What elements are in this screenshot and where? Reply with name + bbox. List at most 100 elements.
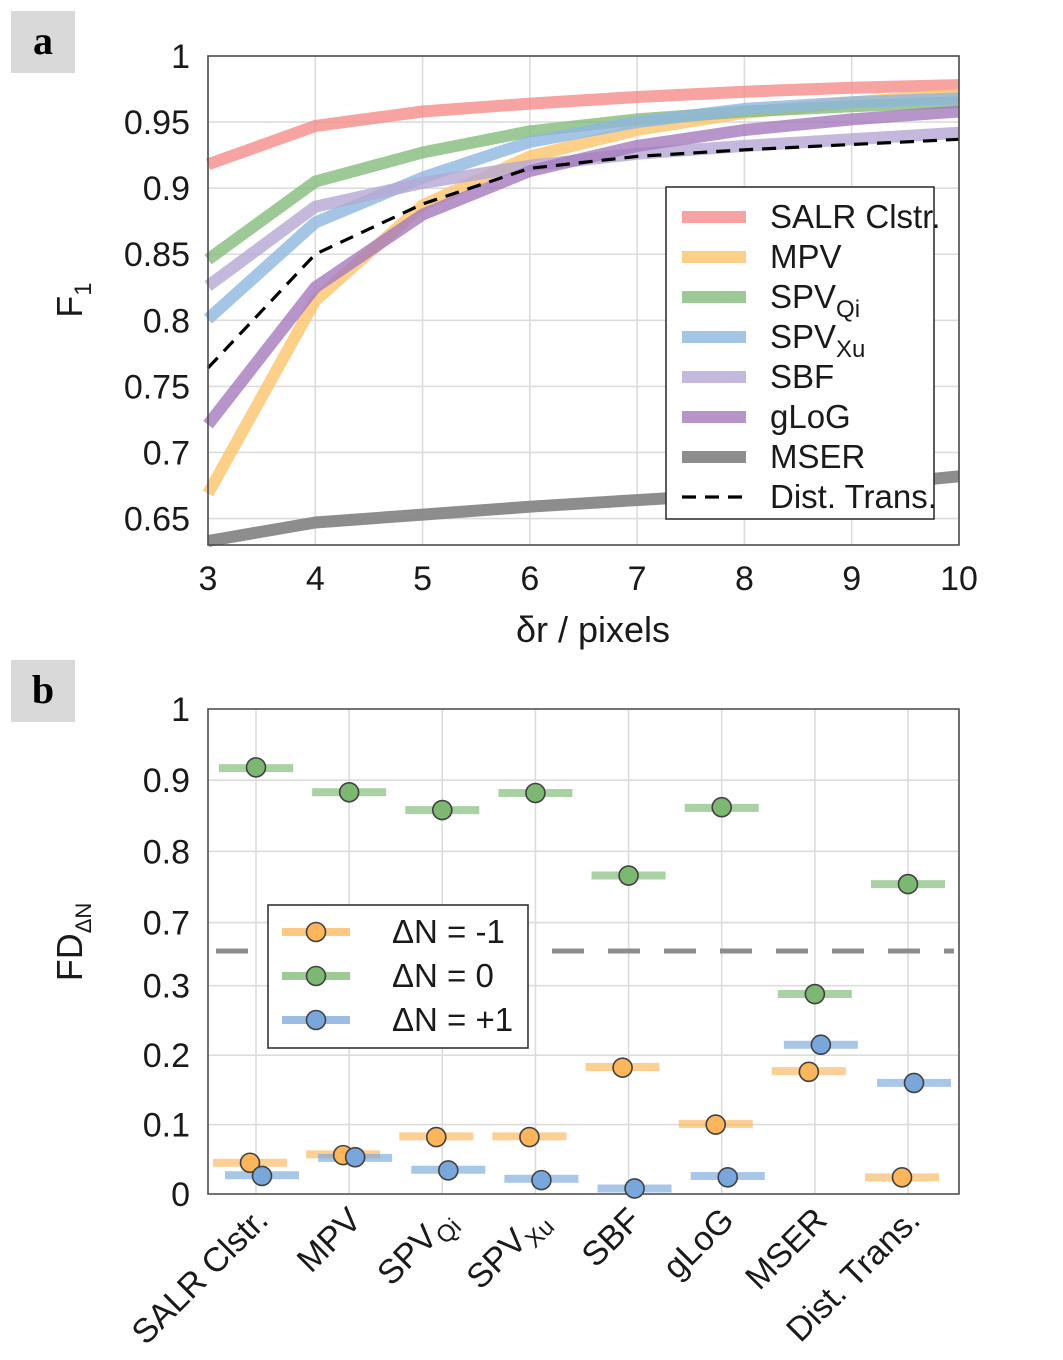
series-line-dist bbox=[206, 137, 960, 369]
panel-a: a 0.65 0.7 0.75 0.8 0.85 0.9 0.95 1 3 4 5 6 7 8 9 10 δ… bbox=[11, 11, 978, 650]
b-ytick-label: 0.7 bbox=[143, 905, 190, 943]
panel-a-x-axis-label: δr / pixels bbox=[516, 609, 670, 650]
point-plus bbox=[903, 1072, 925, 1094]
b-xtick-label: gLoG bbox=[656, 1201, 742, 1287]
point-zero bbox=[897, 873, 919, 895]
point-zero bbox=[804, 983, 826, 1005]
panel-a-lines bbox=[202, 79, 960, 547]
b-ytick-label: 0.9 bbox=[143, 762, 190, 800]
point-minus bbox=[612, 1057, 633, 1078]
point-minus bbox=[891, 1167, 913, 1188]
point-zero bbox=[431, 799, 453, 821]
b-xtick-label: SPVQi bbox=[370, 1201, 467, 1298]
b-xtick-label: SALR Clstr. bbox=[125, 1201, 276, 1352]
a-ytick-label: 0.75 bbox=[124, 368, 190, 406]
legend-b-label-minus: ΔN = -1 bbox=[392, 913, 505, 950]
a-xtick-label: 4 bbox=[306, 560, 325, 598]
a-xtick-label: 3 bbox=[199, 560, 218, 598]
point-minus bbox=[239, 1152, 261, 1174]
point-plus bbox=[437, 1160, 459, 1181]
legend-b-marker-zero bbox=[305, 965, 327, 987]
a-ytick-label: 0.7 bbox=[143, 434, 190, 472]
legend-a-label-dist-main: Dist. Trans. bbox=[770, 478, 937, 515]
b-xtick-label-main: gLoG bbox=[656, 1201, 742, 1287]
b-xtick-label-main: SALR Clstr. bbox=[125, 1201, 276, 1352]
a-xtick-label: 9 bbox=[842, 560, 861, 598]
legend-a-label-spv_xu-sub: Xu bbox=[836, 336, 865, 363]
legend-a-label-salr-main: SALR Clstr. bbox=[770, 198, 941, 235]
a-ytick-label: 0.95 bbox=[124, 104, 190, 142]
panel-a-legend: SALR Clstr.MPV SPVQiSPVXuSBFgLoGMSERDist.… bbox=[665, 186, 941, 520]
point-plus bbox=[624, 1178, 645, 1199]
series-line-salr bbox=[205, 79, 960, 171]
b-ytick-label: 0.8 bbox=[143, 833, 190, 871]
legend-a-label-salr: SALR Clstr. bbox=[770, 198, 941, 235]
a-xtick-label: 7 bbox=[628, 560, 647, 598]
panel-b-upper-frame bbox=[207, 708, 960, 951]
legend-a-label-spv_qi-sub: Qi bbox=[836, 296, 860, 323]
a-xtick-label: 5 bbox=[413, 560, 432, 598]
legend-b-marker-plus bbox=[305, 1009, 327, 1031]
series-line-spv_xu bbox=[203, 92, 960, 324]
panel-a-x-ticks: 3 4 5 6 7 8 9 10 bbox=[199, 560, 978, 598]
legend-a-label-spv_xu-main: SPV bbox=[770, 318, 836, 355]
b-xtick-label-main: MPV bbox=[290, 1201, 369, 1280]
point-minus bbox=[519, 1126, 540, 1148]
legend-b-label-plus: ΔN = +1 bbox=[392, 1001, 513, 1038]
panel-b-y-axis-label: FDΔN bbox=[49, 903, 96, 982]
point-plus bbox=[344, 1146, 366, 1168]
a-ytick-label: 0.8 bbox=[143, 302, 190, 340]
b-xtick-label: MPV bbox=[290, 1201, 369, 1280]
point-zero bbox=[245, 757, 267, 778]
b-xtick-label: SPVXu bbox=[459, 1201, 560, 1302]
point-plus bbox=[251, 1165, 273, 1187]
point-plus bbox=[810, 1034, 832, 1056]
panel-b-y-axis-label-main: FD bbox=[49, 933, 90, 981]
panel-b-label: b bbox=[32, 667, 54, 712]
a-ytick-label: 1 bbox=[171, 38, 190, 76]
a-ytick-label: 0.65 bbox=[124, 501, 190, 539]
legend-a-label-mser: MSER bbox=[770, 438, 865, 475]
panel-b-marks bbox=[213, 757, 951, 1199]
b-xtick-label: SBF bbox=[575, 1201, 649, 1275]
a-xtick-label: 8 bbox=[735, 560, 754, 598]
a-xtick-label: 6 bbox=[520, 560, 539, 598]
panel-a-y-axis-label: F1 bbox=[49, 282, 97, 317]
point-minus bbox=[705, 1114, 727, 1135]
point-minus bbox=[798, 1061, 820, 1083]
panel-b-badge bbox=[11, 660, 75, 722]
legend-a-label-mser-main: MSER bbox=[770, 438, 865, 475]
b-ytick-label: 0 bbox=[171, 1176, 190, 1214]
a-ytick-label: 0.85 bbox=[124, 236, 190, 274]
panel-a-axes-frame bbox=[207, 55, 960, 546]
point-zero bbox=[525, 782, 546, 804]
legend-a-label-spv_xu: SPVXu bbox=[770, 318, 865, 363]
point-minus bbox=[425, 1126, 447, 1148]
panel-a-y-ticks: 0.65 0.7 0.75 0.8 0.85 0.9 0.95 1 bbox=[124, 38, 190, 539]
legend-a-label-sbf-main: SBF bbox=[770, 358, 834, 395]
panel-a-badge bbox=[11, 11, 75, 73]
panel-b-lower-frame bbox=[207, 951, 960, 1195]
legend-b-label-zero: ΔN = 0 bbox=[392, 957, 494, 994]
panel-a-y-axis-label-sub: 1 bbox=[70, 282, 97, 295]
panel-b-y-ticks: 0.7 0.8 0.9 1 0 0.1 0.2 0.3 bbox=[143, 691, 190, 1214]
point-plus bbox=[531, 1169, 552, 1191]
legend-a-label-glog-main: gLoG bbox=[770, 398, 851, 435]
point-zero bbox=[711, 796, 733, 818]
series-line-glog bbox=[203, 105, 960, 429]
legend-a-label-mpv: MPV bbox=[770, 238, 842, 275]
b-ytick-label: 0.1 bbox=[143, 1107, 190, 1145]
point-zero bbox=[338, 781, 360, 803]
panel-a-label: a bbox=[33, 18, 53, 63]
legend-a-label-mpv-main: MPV bbox=[770, 238, 842, 275]
a-ytick-label: 0.9 bbox=[143, 170, 190, 208]
b-ytick-label: 0.2 bbox=[143, 1037, 190, 1075]
a-xtick-label: 10 bbox=[940, 560, 978, 598]
panel-b-legend: ΔN = -1 ΔN = 0 ΔN = +1 bbox=[267, 904, 529, 1049]
point-plus bbox=[717, 1167, 739, 1188]
legend-a-label-glog: gLoG bbox=[770, 398, 851, 435]
point-zero bbox=[618, 865, 639, 886]
